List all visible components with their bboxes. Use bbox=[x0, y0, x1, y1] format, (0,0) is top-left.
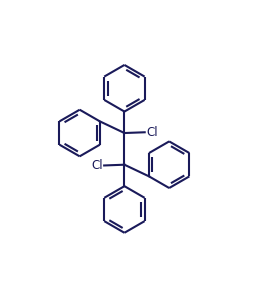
Text: Cl: Cl bbox=[91, 159, 103, 172]
Text: Cl: Cl bbox=[146, 126, 157, 139]
